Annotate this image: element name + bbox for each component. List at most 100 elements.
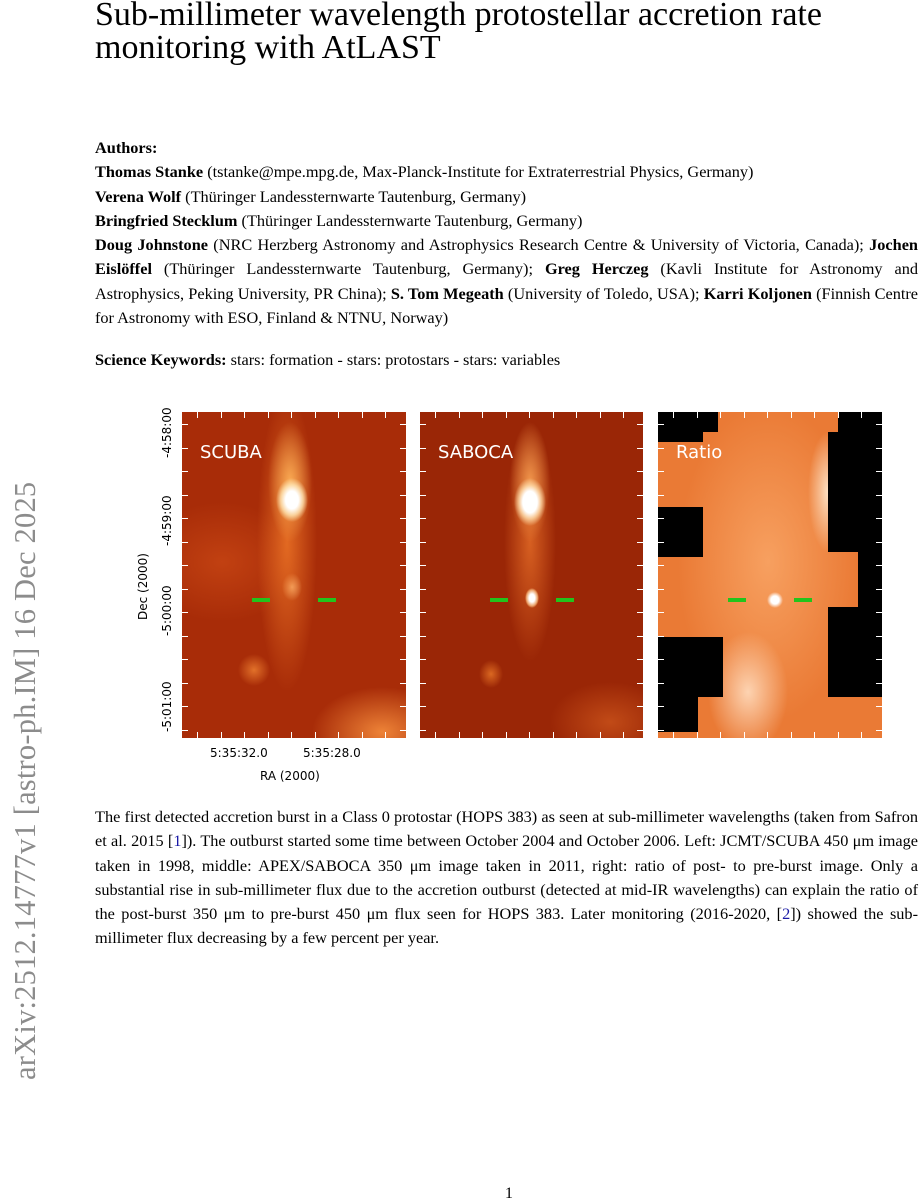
author-name: Jochen Eislöffel bbox=[95, 235, 918, 279]
author-affiliation: (Thüringer Landessternwarte Tautenburg, … bbox=[237, 210, 583, 230]
axis-tick bbox=[182, 494, 188, 496]
axis-tick bbox=[361, 412, 363, 418]
axis-tick bbox=[637, 635, 643, 637]
axis-tick bbox=[861, 412, 862, 418]
author-affiliation: (Thüringer Landessternwarte Tautenburg, … bbox=[151, 259, 545, 279]
ytick-label: -5:00:00 bbox=[160, 585, 174, 636]
axis-tick bbox=[876, 588, 882, 590]
axis-tick bbox=[658, 541, 664, 543]
axis-tick bbox=[505, 732, 507, 738]
ytick-label: -5:01:00 bbox=[160, 681, 174, 732]
axis-tick bbox=[482, 412, 483, 418]
axis-tick bbox=[482, 732, 483, 738]
axis-tick bbox=[637, 612, 643, 613]
axis-tick bbox=[420, 518, 426, 519]
masked-region bbox=[828, 607, 882, 697]
axis-tick bbox=[182, 447, 188, 449]
author-name: Bringfried Stecklum bbox=[95, 210, 238, 230]
axis-tick bbox=[400, 635, 406, 637]
axis-tick bbox=[876, 612, 882, 613]
axis-tick bbox=[637, 447, 643, 449]
axis-tick bbox=[400, 471, 406, 472]
axis-tick bbox=[720, 732, 721, 738]
axis-tick bbox=[182, 565, 188, 566]
caption-text: ]) showed the sub-millimeter flux decrea… bbox=[95, 904, 918, 948]
citation-link[interactable]: 1 bbox=[173, 831, 182, 851]
axis-tick bbox=[576, 412, 577, 418]
green-marker bbox=[252, 598, 270, 602]
xtick-label: 5:35:28.0 bbox=[303, 746, 361, 760]
axis-tick bbox=[400, 565, 406, 566]
y-axis-label: Dec (2000) bbox=[136, 553, 150, 620]
axis-tick bbox=[400, 447, 406, 449]
axis-tick bbox=[658, 612, 664, 613]
axis-tick bbox=[658, 729, 664, 731]
axis-tick bbox=[599, 732, 601, 738]
panel-label: SCUBA bbox=[200, 442, 262, 463]
axis-tick bbox=[182, 588, 188, 590]
axis-tick bbox=[658, 471, 664, 472]
axis-tick bbox=[876, 659, 882, 660]
axis-tick bbox=[767, 412, 768, 418]
axis-tick bbox=[385, 412, 386, 418]
axis-tick bbox=[197, 412, 198, 418]
axis-tick bbox=[696, 732, 698, 738]
axis-tick bbox=[420, 729, 426, 731]
axis-tick bbox=[876, 447, 882, 449]
axis-tick bbox=[420, 659, 426, 660]
axis-tick bbox=[400, 588, 406, 590]
axis-tick bbox=[658, 494, 664, 496]
author-name: Karri Koljonen bbox=[703, 283, 812, 303]
axis-tick bbox=[673, 412, 674, 418]
axis-tick bbox=[420, 635, 426, 637]
axis-tick bbox=[876, 494, 882, 496]
axis-tick bbox=[552, 412, 554, 418]
axis-tick bbox=[637, 659, 643, 660]
axis-tick bbox=[767, 732, 768, 738]
axis-tick bbox=[182, 706, 188, 707]
author-affiliation: (Thüringer Landessternwarte Tautenburg, … bbox=[181, 186, 527, 206]
author-affiliation: (NRC Herzberg Astronomy and Astrophysics… bbox=[207, 235, 870, 255]
citation-link[interactable]: 2 bbox=[782, 904, 791, 924]
keywords-label: Science Keywords: bbox=[95, 350, 227, 369]
axis-tick bbox=[400, 659, 406, 660]
axis-tick bbox=[637, 541, 643, 543]
axis-tick bbox=[876, 682, 882, 684]
axis-tick bbox=[420, 494, 426, 496]
axis-tick bbox=[314, 732, 316, 738]
paper-title: Sub-millimeter wavelength protostellar a… bbox=[95, 0, 822, 66]
axis-tick bbox=[637, 494, 643, 496]
masked-region bbox=[858, 512, 882, 612]
axis-tick bbox=[637, 729, 643, 731]
axis-tick bbox=[400, 612, 406, 613]
axis-tick bbox=[291, 732, 292, 738]
author-name: Verena Wolf bbox=[95, 186, 182, 206]
axis-tick bbox=[790, 732, 792, 738]
author-name: S. Tom Megeath bbox=[390, 283, 504, 303]
axis-tick bbox=[220, 412, 222, 418]
axis-tick bbox=[876, 471, 882, 472]
axis-tick bbox=[420, 588, 426, 590]
axis-tick bbox=[420, 565, 426, 566]
axis-tick bbox=[790, 412, 792, 418]
green-marker bbox=[556, 598, 574, 602]
axis-tick bbox=[182, 612, 188, 613]
author-affiliation: (Finnish Centre for Astronomy with ESO, … bbox=[95, 283, 919, 328]
xtick-label: 5:35:32.0 bbox=[210, 746, 268, 760]
axis-tick bbox=[658, 706, 664, 707]
caption-text: The first detected accretion burst in a … bbox=[95, 807, 918, 851]
axis-tick bbox=[182, 682, 188, 684]
panel-ratio: Ratio bbox=[658, 412, 882, 738]
axis-tick bbox=[658, 447, 664, 449]
panel-label: Ratio bbox=[676, 442, 723, 463]
axis-tick bbox=[876, 565, 882, 566]
axis-tick bbox=[400, 682, 406, 684]
axis-tick bbox=[244, 412, 245, 418]
axis-tick bbox=[658, 659, 664, 660]
masked-region bbox=[658, 692, 698, 732]
axis-tick bbox=[658, 635, 664, 637]
axis-tick bbox=[637, 682, 643, 684]
axis-tick bbox=[876, 424, 882, 425]
axis-tick bbox=[182, 471, 188, 472]
axis-tick bbox=[435, 412, 436, 418]
